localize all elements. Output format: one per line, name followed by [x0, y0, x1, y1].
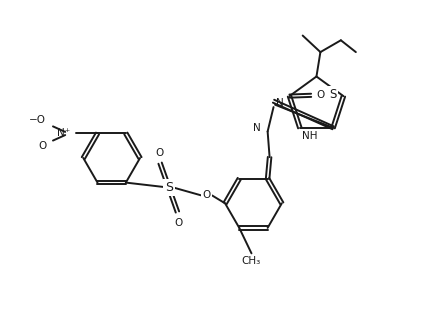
Text: O: O — [174, 218, 182, 228]
Text: O: O — [317, 90, 325, 100]
Text: N⁺: N⁺ — [57, 128, 70, 139]
Text: O: O — [155, 148, 164, 158]
Text: N: N — [276, 98, 283, 108]
Text: H: H — [304, 132, 312, 142]
Text: NH: NH — [302, 131, 317, 141]
Text: −O: −O — [29, 116, 46, 125]
Text: S: S — [165, 181, 173, 194]
Text: N: N — [253, 123, 261, 133]
Text: CH₃: CH₃ — [242, 257, 261, 267]
Text: O: O — [202, 190, 210, 200]
Text: O: O — [38, 141, 46, 151]
Text: S: S — [329, 88, 336, 100]
